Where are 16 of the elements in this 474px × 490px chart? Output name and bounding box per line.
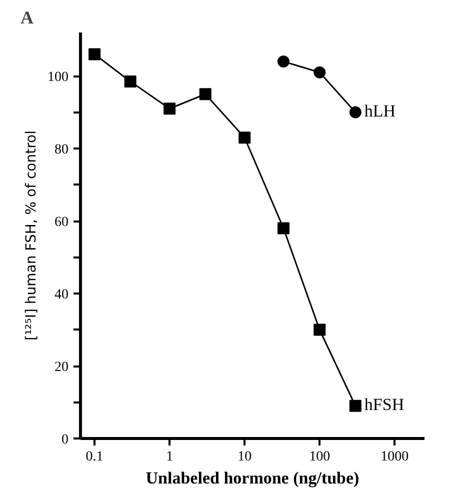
- y-tick-label: 60: [54, 215, 68, 230]
- y-tick-label: 100: [48, 70, 68, 85]
- x-tick-label: 1000: [380, 450, 409, 464]
- y-tick-label: 20: [54, 360, 68, 375]
- x-tick-label: 1: [166, 450, 174, 464]
- y-tick-label: 40: [54, 288, 68, 302]
- x-axis-title: Unlabeled hormone (ng/tube): [146, 468, 360, 488]
- y-tick-label: 0: [62, 432, 68, 448]
- series-label: hLH: [364, 101, 396, 120]
- series-label: hFSH: [364, 394, 404, 414]
- x-tick-label: 100: [309, 450, 330, 464]
- y-axis-title: [¹²⁵I] human FSH, % of control: [24, 130, 40, 340]
- chart-title: A: [20, 8, 34, 28]
- y-tick-label: 80: [54, 142, 68, 158]
- x-tick-label: 10: [238, 450, 252, 464]
- x-tick-label: 0.1: [86, 450, 104, 464]
